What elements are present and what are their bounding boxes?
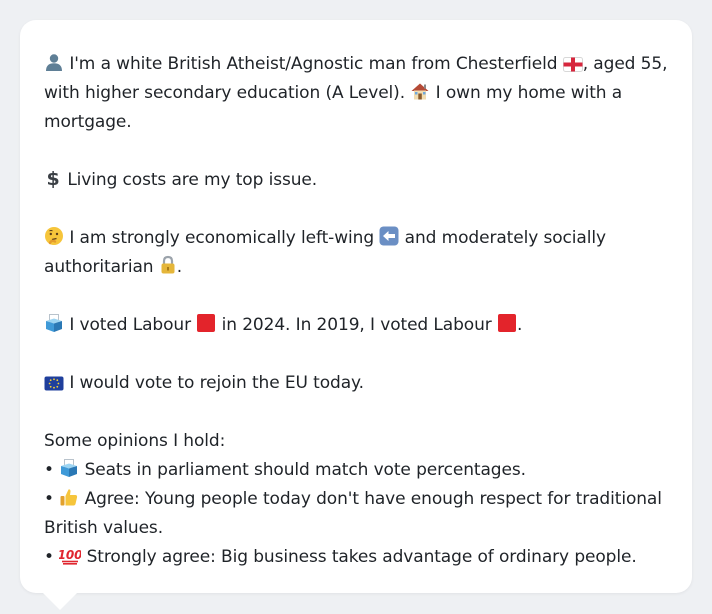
svg-text:100: 100 — [59, 548, 81, 562]
bullet: • — [44, 547, 54, 567]
thinking-face-icon — [45, 227, 63, 245]
person-icon — [46, 54, 62, 71]
ballot-box-icon — [61, 459, 78, 477]
votes-paragraph: I voted Labour in 2024. In 2019, I voted… — [44, 311, 670, 340]
top-issue-paragraph: $ Living costs are my top issue. — [44, 166, 670, 195]
eu-flag-icon — [44, 376, 64, 391]
house-icon — [411, 83, 429, 100]
eu-text: I would vote to rejoin the EU today. — [69, 373, 364, 393]
bullet: • — [44, 460, 54, 480]
eu-paragraph: I would vote to rejoin the EU today. — [44, 369, 670, 398]
intro-paragraph: I'm a white British Atheist/Agnostic man… — [44, 50, 670, 137]
svg-text:$: $ — [46, 168, 59, 188]
bullet: • — [44, 489, 54, 509]
opinion-text: Seats in parliament should match vote pe… — [84, 460, 526, 480]
opinion-item: • Seats in parliament should match vote … — [44, 456, 670, 485]
political-position-paragraph: I am strongly economically left-wing and… — [44, 224, 670, 282]
speech-bubble-tail — [42, 592, 78, 610]
intro-text-3: I own my home with a mortgage. — [44, 83, 623, 132]
thumbs-up-icon — [60, 489, 78, 506]
lock-icon — [161, 255, 175, 274]
intro-text-2: , aged 55, with higher secondary educati… — [44, 54, 668, 103]
red-square-icon — [498, 314, 516, 332]
dollar-icon: $ — [46, 168, 59, 188]
opinion-item: • Agree: Young people today don't have e… — [44, 485, 670, 543]
england-flag-icon — [562, 57, 583, 72]
ballot-box-icon — [46, 314, 62, 332]
top-issue-text: Living costs are my top issue. — [67, 170, 318, 190]
opinion-text: Agree: Young people today don't have eno… — [44, 489, 662, 538]
red-square-icon — [197, 314, 216, 332]
opinion-item: • 100 Strongly agree: Big business takes… — [44, 543, 670, 572]
votes-text-3: . — [517, 315, 523, 335]
position-text-1: I am strongly economically left-wing — [69, 228, 375, 248]
persona-card: I'm a white British Atheist/Agnostic man… — [20, 20, 692, 593]
opinion-text: Strongly agree: Big business takes advan… — [86, 547, 637, 567]
position-text-3: . — [176, 257, 183, 277]
opinions-heading: Some opinions I hold: — [44, 431, 226, 451]
position-text-2: and moderately socially authoritarian — [44, 228, 606, 277]
votes-text-2: in 2024. In 2019, I voted Labour — [221, 315, 492, 335]
hundred-icon: 100 — [59, 548, 81, 565]
left-arrow-icon — [379, 226, 399, 246]
votes-text-1: I voted Labour — [69, 315, 191, 335]
intro-text-1: I'm a white British Atheist/Agnostic man… — [69, 54, 558, 74]
